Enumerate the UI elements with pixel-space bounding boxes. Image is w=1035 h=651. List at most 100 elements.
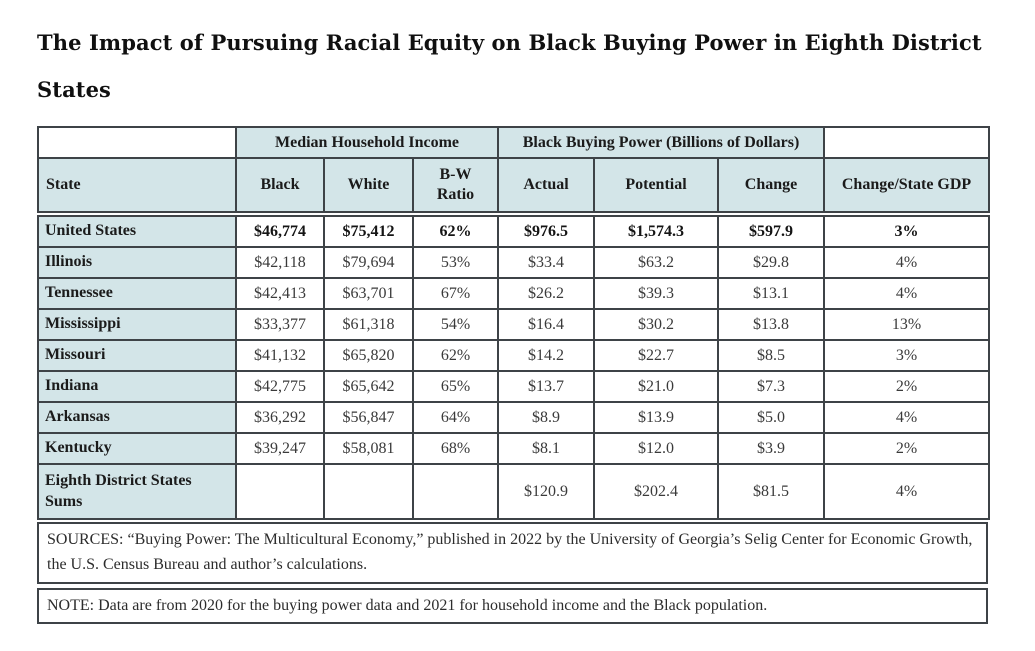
table-body: United States $46,774 $75,412 62% $976.5… <box>37 215 990 520</box>
value-cell: $46,774 <box>235 215 325 248</box>
value-cell: $41,132 <box>235 339 325 372</box>
value-cell: $58,081 <box>323 432 414 465</box>
value-cell: $63,701 <box>323 277 414 310</box>
value-cell: 4% <box>823 277 990 310</box>
col-header-change-state-gdp: Change/State GDP <box>823 157 991 213</box>
value-cell: $56,847 <box>323 401 414 434</box>
value-cell: $14.2 <box>497 339 595 372</box>
data-table-figure: Median Household Income Black Buying Pow… <box>37 126 998 625</box>
group-header-row: Median Household Income Black Buying Pow… <box>37 126 991 159</box>
value-cell: $42,775 <box>235 370 325 403</box>
value-cell: $33.4 <box>497 246 595 279</box>
value-cell: 4% <box>823 246 990 279</box>
col-header-state: State <box>37 157 237 213</box>
group-header-median-income: Median Household Income <box>234 126 500 159</box>
value-cell: $16.4 <box>497 308 595 341</box>
col-header-potential: Potential <box>593 157 720 213</box>
value-cell: $13.9 <box>593 401 719 434</box>
page-title-line2: States <box>37 77 111 102</box>
value-cell: $7.3 <box>717 370 825 403</box>
table-row-mississippi: Mississippi $33,377 $61,318 54% $16.4 $3… <box>37 308 990 341</box>
value-cell: $75,412 <box>323 215 414 248</box>
value-cell: $13.1 <box>717 277 825 310</box>
value-cell: $8.1 <box>497 432 595 465</box>
value-cell: 54% <box>412 308 499 341</box>
table-row-illinois: Illinois $42,118 $79,694 53% $33.4 $63.2… <box>37 246 990 279</box>
value-cell: $12.0 <box>593 432 719 465</box>
value-cell: $1,574.3 <box>593 215 719 248</box>
value-cell: 65% <box>412 370 499 403</box>
state-cell: Illinois <box>37 246 237 279</box>
value-cell: 62% <box>412 215 499 248</box>
value-cell: 4% <box>823 401 990 434</box>
value-cell: $597.9 <box>717 215 825 248</box>
value-cell: $21.0 <box>593 370 719 403</box>
col-header-actual: Actual <box>497 157 596 213</box>
value-cell: $39,247 <box>235 432 325 465</box>
state-cell: Mississippi <box>37 308 237 341</box>
value-cell: $61,318 <box>323 308 414 341</box>
value-cell: $120.9 <box>497 463 595 520</box>
value-cell: 68% <box>412 432 499 465</box>
value-cell: 4% <box>823 463 990 520</box>
value-cell: 67% <box>412 277 499 310</box>
state-cell: Tennessee <box>37 277 237 310</box>
table-row-united-states: United States $46,774 $75,412 62% $976.5… <box>37 215 990 248</box>
table-row-kentucky: Kentucky $39,247 $58,081 68% $8.1 $12.0 … <box>37 432 990 465</box>
state-cell: Kentucky <box>37 432 237 465</box>
col-header-white: White <box>323 157 414 213</box>
value-cell: 3% <box>823 339 990 372</box>
value-cell-empty <box>235 463 325 520</box>
value-cell: $81.5 <box>717 463 825 520</box>
state-cell: Missouri <box>37 339 237 372</box>
state-cell: Arkansas <box>37 401 237 434</box>
value-cell: $30.2 <box>593 308 719 341</box>
corner-blank-cell <box>37 126 237 159</box>
value-cell: 3% <box>823 215 990 248</box>
value-cell: $36,292 <box>235 401 325 434</box>
group-header-buying-power: Black Buying Power (Billions of Dollars) <box>497 126 826 159</box>
table-header: Median Household Income Black Buying Pow… <box>37 126 991 213</box>
table-row-arkansas: Arkansas $36,292 $56,847 64% $8.9 $13.9 … <box>37 401 990 434</box>
value-cell: 62% <box>412 339 499 372</box>
value-cell-empty <box>412 463 499 520</box>
value-cell: $13.7 <box>497 370 595 403</box>
col-header-black: Black <box>235 157 325 213</box>
table-row-indiana: Indiana $42,775 $65,642 65% $13.7 $21.0 … <box>37 370 990 403</box>
value-cell: $13.8 <box>717 308 825 341</box>
value-cell: 2% <box>823 432 990 465</box>
column-header-row: State Black White B-W Ratio Actual Poten… <box>37 157 991 213</box>
page-title-line1: The Impact of Pursuing Racial Equity on … <box>37 30 982 55</box>
value-cell: $8.5 <box>717 339 825 372</box>
value-cell: $8.9 <box>497 401 595 434</box>
corner-blank-cell <box>823 126 991 159</box>
note-text: NOTE: Data are from 2020 for the buying … <box>37 587 988 625</box>
state-cell: Eighth District States Sums <box>37 463 237 520</box>
col-header-change: Change <box>717 157 826 213</box>
value-cell: $33,377 <box>235 308 325 341</box>
table-row-missouri: Missouri $41,132 $65,820 62% $14.2 $22.7… <box>37 339 990 372</box>
sources-text: SOURCES: “Buying Power: The Multicultura… <box>37 522 988 584</box>
value-cell: 13% <box>823 308 990 341</box>
value-cell: $63.2 <box>593 246 719 279</box>
value-cell: $202.4 <box>593 463 719 520</box>
col-header-bw-ratio: B-W Ratio <box>411 157 500 213</box>
value-cell: 64% <box>412 401 499 434</box>
value-cell: $42,118 <box>235 246 325 279</box>
value-cell: $79,694 <box>323 246 414 279</box>
page-title: The Impact of Pursuing Racial Equity on … <box>37 30 998 102</box>
value-cell: $26.2 <box>497 277 595 310</box>
value-cell: $42,413 <box>235 277 325 310</box>
value-cell: $65,642 <box>323 370 414 403</box>
value-cell: 2% <box>823 370 990 403</box>
table-row-eighth-district-sums: Eighth District States Sums $120.9 $202.… <box>37 463 990 520</box>
value-cell: $22.7 <box>593 339 719 372</box>
value-cell: $5.0 <box>717 401 825 434</box>
value-cell: $39.3 <box>593 277 719 310</box>
value-cell: $976.5 <box>497 215 595 248</box>
value-cell: 53% <box>412 246 499 279</box>
value-cell: $65,820 <box>323 339 414 372</box>
state-cell: Indiana <box>37 370 237 403</box>
value-cell: $3.9 <box>717 432 825 465</box>
